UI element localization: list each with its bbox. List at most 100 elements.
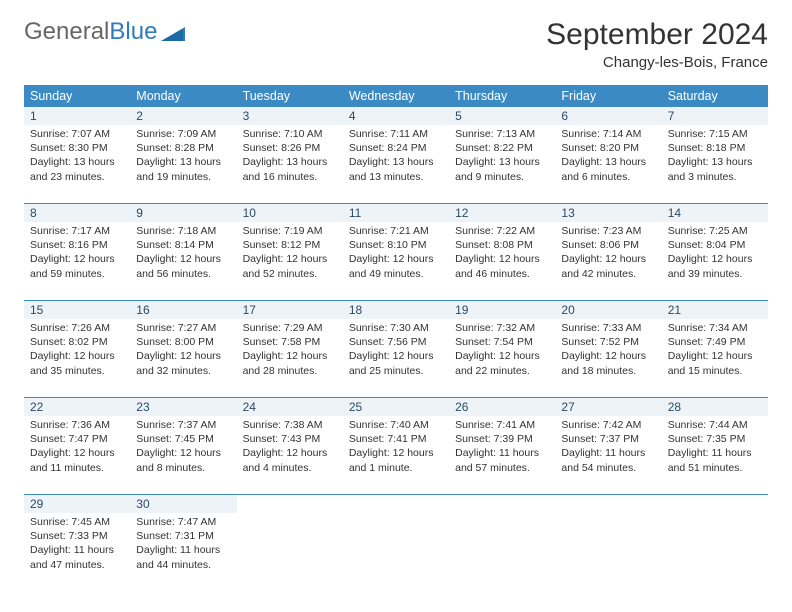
daynum-row: 1234567 xyxy=(24,107,768,125)
daylight-line: Daylight: 12 hours and 4 minutes. xyxy=(243,446,337,474)
day-number: 16 xyxy=(130,301,236,319)
sunset-line: Sunset: 7:54 PM xyxy=(455,335,549,349)
daylight-line: Daylight: 12 hours and 35 minutes. xyxy=(30,349,124,377)
day-content: Sunrise: 7:09 AMSunset: 8:28 PMDaylight:… xyxy=(136,127,230,184)
day-number: 23 xyxy=(130,398,236,416)
daylight-line: Daylight: 12 hours and 49 minutes. xyxy=(349,252,443,280)
daylight-line: Daylight: 13 hours and 6 minutes. xyxy=(561,155,655,183)
day-number: 13 xyxy=(555,204,661,222)
sunset-line: Sunset: 7:56 PM xyxy=(349,335,443,349)
day-cell: Sunrise: 7:36 AMSunset: 7:47 PMDaylight:… xyxy=(24,416,130,494)
day-content: Sunrise: 7:17 AMSunset: 8:16 PMDaylight:… xyxy=(30,224,124,281)
week-row: Sunrise: 7:45 AMSunset: 7:33 PMDaylight:… xyxy=(24,513,768,591)
daylight-line: Daylight: 12 hours and 18 minutes. xyxy=(561,349,655,377)
sunset-line: Sunset: 7:37 PM xyxy=(561,432,655,446)
logo-text-gray: General xyxy=(24,18,109,46)
sunrise-line: Sunrise: 7:14 AM xyxy=(561,127,655,141)
sunset-line: Sunset: 8:12 PM xyxy=(243,238,337,252)
sunrise-line: Sunrise: 7:47 AM xyxy=(136,515,230,529)
sunset-line: Sunset: 8:14 PM xyxy=(136,238,230,252)
sunrise-line: Sunrise: 7:07 AM xyxy=(30,127,124,141)
sunset-line: Sunset: 8:30 PM xyxy=(30,141,124,155)
sunset-line: Sunset: 8:24 PM xyxy=(349,141,443,155)
day-content: Sunrise: 7:22 AMSunset: 8:08 PMDaylight:… xyxy=(455,224,549,281)
day-cell: Sunrise: 7:22 AMSunset: 8:08 PMDaylight:… xyxy=(449,222,555,300)
sunrise-line: Sunrise: 7:42 AM xyxy=(561,418,655,432)
title-block: September 2024 Changy-les-Bois, France xyxy=(546,18,768,71)
day-cell: Sunrise: 7:13 AMSunset: 8:22 PMDaylight:… xyxy=(449,125,555,203)
day-cell xyxy=(343,513,449,591)
day-number: 26 xyxy=(449,398,555,416)
day-number: 29 xyxy=(24,495,130,513)
day-number: 25 xyxy=(343,398,449,416)
daylight-line: Daylight: 13 hours and 23 minutes. xyxy=(30,155,124,183)
daylight-line: Daylight: 11 hours and 44 minutes. xyxy=(136,543,230,571)
sunrise-line: Sunrise: 7:25 AM xyxy=(668,224,762,238)
sunrise-line: Sunrise: 7:11 AM xyxy=(349,127,443,141)
day-cell: Sunrise: 7:14 AMSunset: 8:20 PMDaylight:… xyxy=(555,125,661,203)
day-number: 5 xyxy=(449,107,555,125)
day-cell: Sunrise: 7:25 AMSunset: 8:04 PMDaylight:… xyxy=(662,222,768,300)
day-cell: Sunrise: 7:23 AMSunset: 8:06 PMDaylight:… xyxy=(555,222,661,300)
daylight-line: Daylight: 12 hours and 1 minute. xyxy=(349,446,443,474)
location: Changy-les-Bois, France xyxy=(546,54,768,71)
sunrise-line: Sunrise: 7:37 AM xyxy=(136,418,230,432)
day-cell: Sunrise: 7:47 AMSunset: 7:31 PMDaylight:… xyxy=(130,513,236,591)
sunrise-line: Sunrise: 7:34 AM xyxy=(668,321,762,335)
sunrise-line: Sunrise: 7:45 AM xyxy=(30,515,124,529)
day-header-wednesday: Wednesday xyxy=(343,85,449,107)
day-number: 22 xyxy=(24,398,130,416)
sunset-line: Sunset: 8:06 PM xyxy=(561,238,655,252)
daylight-line: Daylight: 12 hours and 59 minutes. xyxy=(30,252,124,280)
sunrise-line: Sunrise: 7:36 AM xyxy=(30,418,124,432)
daylight-line: Daylight: 11 hours and 57 minutes. xyxy=(455,446,549,474)
sunset-line: Sunset: 8:00 PM xyxy=(136,335,230,349)
day-cell: Sunrise: 7:42 AMSunset: 7:37 PMDaylight:… xyxy=(555,416,661,494)
day-content: Sunrise: 7:44 AMSunset: 7:35 PMDaylight:… xyxy=(668,418,762,475)
day-content: Sunrise: 7:26 AMSunset: 8:02 PMDaylight:… xyxy=(30,321,124,378)
day-content: Sunrise: 7:10 AMSunset: 8:26 PMDaylight:… xyxy=(243,127,337,184)
logo: GeneralBlue xyxy=(24,18,185,46)
day-content: Sunrise: 7:14 AMSunset: 8:20 PMDaylight:… xyxy=(561,127,655,184)
day-cell: Sunrise: 7:21 AMSunset: 8:10 PMDaylight:… xyxy=(343,222,449,300)
day-cell: Sunrise: 7:45 AMSunset: 7:33 PMDaylight:… xyxy=(24,513,130,591)
sunrise-line: Sunrise: 7:22 AM xyxy=(455,224,549,238)
day-content: Sunrise: 7:38 AMSunset: 7:43 PMDaylight:… xyxy=(243,418,337,475)
day-content: Sunrise: 7:11 AMSunset: 8:24 PMDaylight:… xyxy=(349,127,443,184)
daylight-line: Daylight: 11 hours and 54 minutes. xyxy=(561,446,655,474)
day-number: 7 xyxy=(662,107,768,125)
day-number: 18 xyxy=(343,301,449,319)
sunset-line: Sunset: 8:08 PM xyxy=(455,238,549,252)
day-cell: Sunrise: 7:34 AMSunset: 7:49 PMDaylight:… xyxy=(662,319,768,397)
day-content: Sunrise: 7:34 AMSunset: 7:49 PMDaylight:… xyxy=(668,321,762,378)
day-cell: Sunrise: 7:17 AMSunset: 8:16 PMDaylight:… xyxy=(24,222,130,300)
day-content: Sunrise: 7:15 AMSunset: 8:18 PMDaylight:… xyxy=(668,127,762,184)
daylight-line: Daylight: 12 hours and 22 minutes. xyxy=(455,349,549,377)
sunrise-line: Sunrise: 7:15 AM xyxy=(668,127,762,141)
day-cell: Sunrise: 7:44 AMSunset: 7:35 PMDaylight:… xyxy=(662,416,768,494)
day-number xyxy=(449,495,555,513)
month-title: September 2024 xyxy=(546,18,768,52)
daylight-line: Daylight: 12 hours and 56 minutes. xyxy=(136,252,230,280)
sunrise-line: Sunrise: 7:44 AM xyxy=(668,418,762,432)
sunset-line: Sunset: 8:02 PM xyxy=(30,335,124,349)
daylight-line: Daylight: 12 hours and 39 minutes. xyxy=(668,252,762,280)
sunrise-line: Sunrise: 7:19 AM xyxy=(243,224,337,238)
day-cell: Sunrise: 7:29 AMSunset: 7:58 PMDaylight:… xyxy=(237,319,343,397)
day-cell: Sunrise: 7:18 AMSunset: 8:14 PMDaylight:… xyxy=(130,222,236,300)
day-number: 15 xyxy=(24,301,130,319)
day-content: Sunrise: 7:19 AMSunset: 8:12 PMDaylight:… xyxy=(243,224,337,281)
sunset-line: Sunset: 7:52 PM xyxy=(561,335,655,349)
day-cell xyxy=(662,513,768,591)
daylight-line: Daylight: 13 hours and 16 minutes. xyxy=(243,155,337,183)
day-number: 11 xyxy=(343,204,449,222)
day-cell: Sunrise: 7:38 AMSunset: 7:43 PMDaylight:… xyxy=(237,416,343,494)
calendar: SundayMondayTuesdayWednesdayThursdayFrid… xyxy=(24,85,768,591)
sunrise-line: Sunrise: 7:13 AM xyxy=(455,127,549,141)
sunrise-line: Sunrise: 7:27 AM xyxy=(136,321,230,335)
day-content: Sunrise: 7:40 AMSunset: 7:41 PMDaylight:… xyxy=(349,418,443,475)
sunset-line: Sunset: 7:39 PM xyxy=(455,432,549,446)
day-cell: Sunrise: 7:41 AMSunset: 7:39 PMDaylight:… xyxy=(449,416,555,494)
week-row: Sunrise: 7:07 AMSunset: 8:30 PMDaylight:… xyxy=(24,125,768,204)
sunrise-line: Sunrise: 7:23 AM xyxy=(561,224,655,238)
